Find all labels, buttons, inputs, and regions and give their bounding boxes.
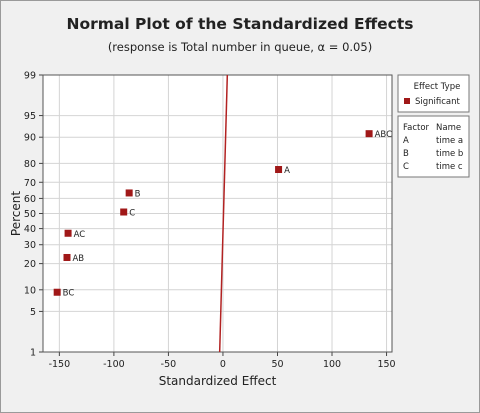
data-point (365, 130, 373, 138)
factor-table-cell: time a (436, 136, 463, 146)
legend-box (397, 74, 470, 113)
x-tick-label: -50 (161, 359, 177, 370)
factor-table-cell: C (403, 162, 409, 172)
reference-line (218, 74, 229, 353)
x-tick-label: -100 (103, 359, 125, 370)
y-tick-label: 10 (24, 285, 36, 296)
y-tick-label: 99 (24, 71, 36, 82)
x-tick-label: 0 (220, 359, 226, 370)
factor-table-cell: A (403, 136, 409, 146)
factor-table-cell: B (403, 149, 409, 159)
x-axis-label: Standardized Effect (159, 374, 277, 388)
x-tick-label: -150 (49, 359, 71, 370)
data-point (53, 288, 61, 296)
factor-table-header: Name (436, 123, 461, 133)
y-tick-label: 1 (30, 348, 36, 359)
y-tick-label: 20 (24, 259, 36, 270)
y-tick-label: 80 (24, 159, 36, 170)
y-tick-label: 5 (30, 307, 36, 318)
data-point (275, 166, 283, 174)
factor-table-cell: time b (436, 149, 463, 159)
data-point-label: A (284, 166, 290, 176)
data-point-label: BC (63, 289, 75, 299)
y-tick-label: 70 (24, 178, 36, 189)
y-tick-label: 50 (24, 209, 36, 220)
x-tick-label: 150 (377, 359, 395, 370)
data-point-label: AC (74, 230, 86, 240)
chart-subtitle: (response is Total number in queue, α = … (107, 40, 373, 54)
chart-title: Normal Plot of the Standardized Effects (66, 15, 414, 33)
factor-table-header: Factor (403, 123, 430, 133)
legend-heading: Effect Type (414, 82, 461, 92)
x-tick-label: 50 (271, 359, 283, 370)
legend-marker (404, 98, 410, 104)
data-point-label: B (135, 189, 141, 199)
y-axis-label: Percent (9, 191, 23, 236)
x-tick-label: 100 (323, 359, 341, 370)
data-point-label: C (129, 209, 135, 219)
data-point-label: ABC (375, 130, 392, 140)
plot-border (42, 74, 393, 353)
y-tick-label: 95 (24, 111, 36, 122)
data-point-label: AB (72, 254, 84, 264)
factor-table (397, 115, 470, 178)
y-tick-label: 40 (24, 224, 36, 235)
data-point (125, 189, 133, 197)
data-point (120, 208, 128, 216)
y-tick-label: 60 (24, 194, 36, 205)
legend-entry: Significant (415, 97, 461, 107)
data-point (64, 229, 72, 237)
factor-table-cell: time c (436, 162, 463, 172)
y-tick-label: 90 (24, 133, 36, 144)
data-point (63, 253, 71, 261)
y-tick-label: 30 (24, 240, 36, 251)
